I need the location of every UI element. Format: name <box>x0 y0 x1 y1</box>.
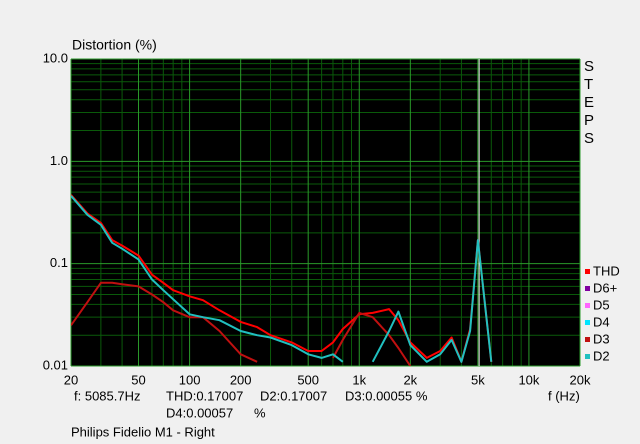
x-tick-label: 100 <box>179 372 201 387</box>
legend-label: THD <box>593 263 620 278</box>
x-axis-label: f (Hz) <box>548 388 580 403</box>
readout-d2: D2:0.17007 <box>260 388 327 403</box>
y-tick-label: 10.0 <box>43 50 68 65</box>
x-tick-label: 20k <box>570 372 591 387</box>
plot-lines <box>71 194 493 366</box>
x-tick-label: 500 <box>297 372 319 387</box>
readout-freq: f: 5085.7Hz <box>74 388 141 403</box>
legend-marker <box>585 337 590 342</box>
legend-label: D6+ <box>593 280 617 295</box>
legend-marker <box>585 269 590 274</box>
readout-thd: THD:0.17007 <box>166 388 243 403</box>
x-tick-label: 5k <box>471 372 485 387</box>
legend-marker <box>585 320 590 325</box>
y-tick-label: 1.0 <box>50 153 68 168</box>
chart-title: Distortion (%) <box>72 37 157 53</box>
legend-label: D4 <box>593 314 610 329</box>
plot-area <box>71 59 580 366</box>
series-line <box>71 194 493 363</box>
y-tick-label: 0.01 <box>43 357 68 372</box>
legend-marker <box>585 303 590 308</box>
x-tick-label: 2k <box>403 372 417 387</box>
footer: Philips Fidelio M1 - Right <box>71 424 215 439</box>
readout-d3: D3:0.00055 % <box>345 388 428 403</box>
side-label: STEPS <box>584 58 595 147</box>
readout-d4: D4:0.00057 <box>166 405 233 420</box>
y-tick-label: 0.1 <box>50 255 68 270</box>
legend-marker <box>585 354 590 359</box>
legend-label: D5 <box>593 297 610 312</box>
legend-label: D3 <box>593 331 610 346</box>
x-tick-label: 200 <box>230 372 252 387</box>
legend-label: D2 <box>593 348 610 363</box>
readout-unit: % <box>254 405 266 420</box>
series-line <box>71 281 412 366</box>
x-tick-label: 50 <box>131 372 145 387</box>
legend-marker <box>585 286 590 291</box>
x-tick-label: 20 <box>64 372 78 387</box>
x-tick-label: 10k <box>518 372 539 387</box>
x-tick-label: 1k <box>352 372 366 387</box>
series-line <box>71 195 493 363</box>
